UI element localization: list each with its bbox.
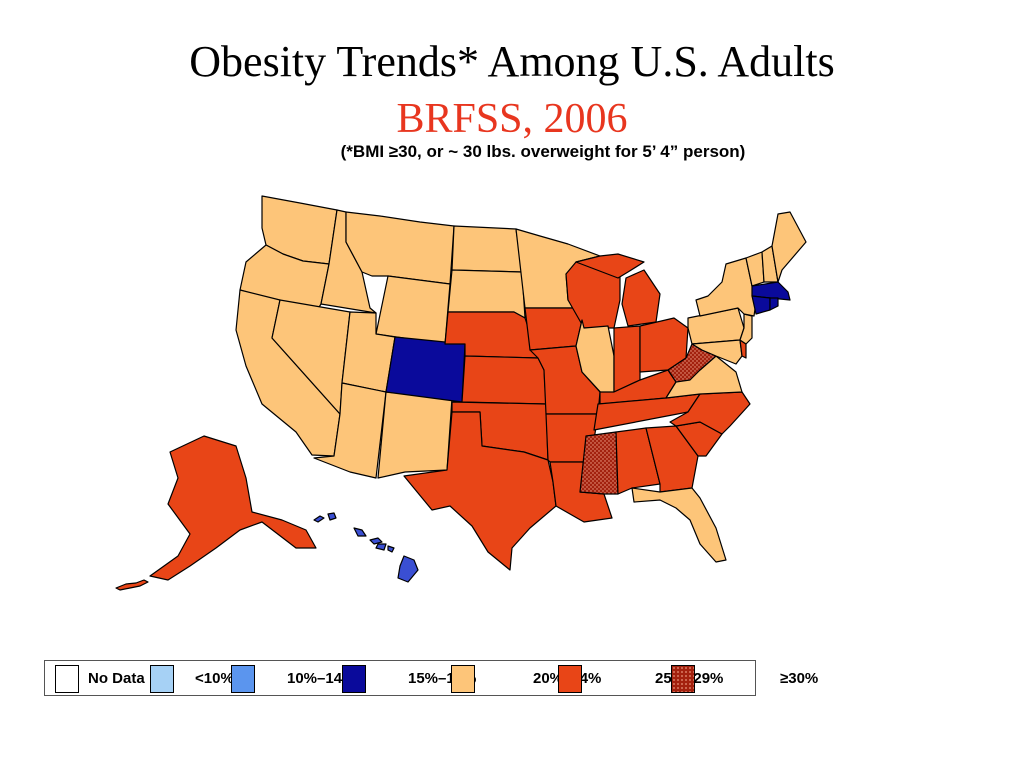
legend-swatch-20-24 xyxy=(451,665,475,693)
legend-swatch-15-19 xyxy=(342,665,366,693)
bmi-footnote: (*BMI ≥30, or ~ 30 lbs. overweight for 5… xyxy=(340,142,746,161)
state-RI xyxy=(769,297,779,311)
hawaii-island-6 xyxy=(387,545,395,553)
hawaii-island-2 xyxy=(327,512,337,521)
hawaii-island-7 xyxy=(397,555,419,583)
state-NY xyxy=(695,257,757,317)
state-CO xyxy=(385,336,466,403)
state-ND xyxy=(451,225,523,273)
page-title: Obesity Trends* Among U.S. Adults xyxy=(189,37,835,86)
hawaii-island-3 xyxy=(353,527,367,537)
legend-label-ge30: ≥30% xyxy=(780,670,819,687)
state-AK xyxy=(149,435,317,581)
legend-swatch-lt10 xyxy=(150,665,174,693)
legend-swatch-no-data xyxy=(55,665,79,693)
legend-label-no-data: No Data xyxy=(88,670,145,687)
state-NM xyxy=(377,391,453,479)
page-subtitle: BRFSS, 2006 xyxy=(396,96,628,142)
hawaii-island-5 xyxy=(375,543,387,551)
state-FL xyxy=(631,487,727,563)
state-SD xyxy=(447,269,526,319)
legend-frame xyxy=(44,660,756,696)
legend-swatch-ge30 xyxy=(671,665,695,693)
state-PA xyxy=(687,307,745,345)
legend-label-10-14: 10%–14% xyxy=(287,670,356,687)
legend-label-lt10: <10% xyxy=(195,670,234,687)
hawaii-island-1 xyxy=(313,515,325,523)
legend-swatch-10-14 xyxy=(231,665,255,693)
alaska-aleutian-islands xyxy=(115,579,149,591)
state-KS xyxy=(461,355,547,405)
state-HI xyxy=(313,512,419,583)
state-AL xyxy=(615,427,661,495)
state-TX xyxy=(403,411,557,571)
state-IA xyxy=(524,307,583,351)
hawaii-island-4 xyxy=(369,537,383,545)
legend-swatch-25-29 xyxy=(558,665,582,693)
state-ME xyxy=(771,211,807,283)
state-MS xyxy=(579,431,619,495)
state-WY xyxy=(375,275,451,345)
